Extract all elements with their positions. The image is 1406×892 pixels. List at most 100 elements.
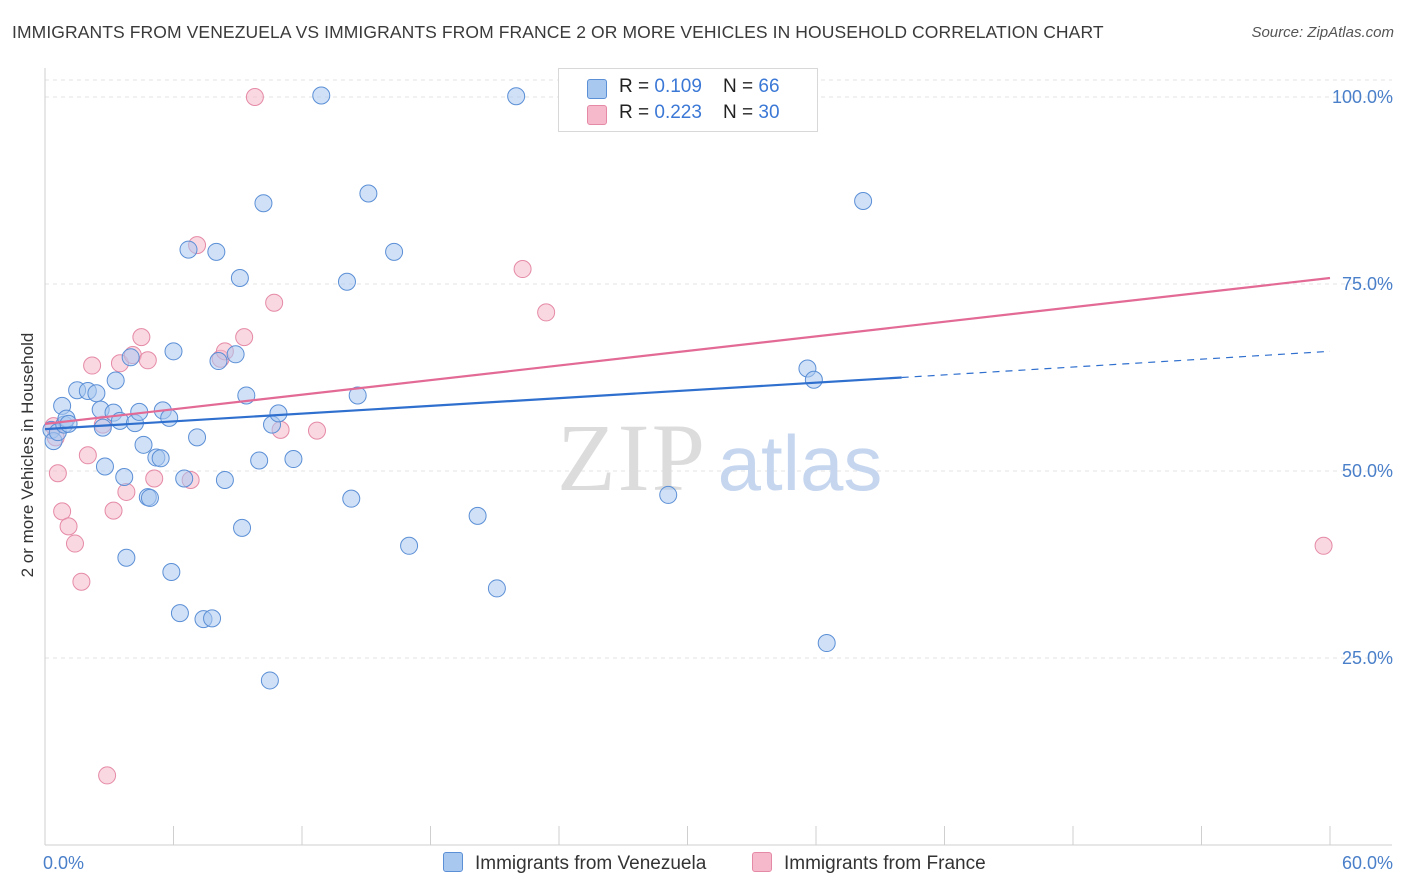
series-venezuela-points [42, 86, 873, 690]
france-point [83, 356, 102, 375]
venezuela-point [207, 242, 226, 261]
venezuela-point [162, 562, 181, 581]
france-point [72, 572, 91, 591]
venezuela-point [117, 548, 136, 567]
venezuela-point [175, 469, 194, 488]
y-tick-label: 25.0% [1342, 648, 1393, 668]
legend-n-value: 66 [758, 76, 780, 97]
france-point [65, 534, 84, 553]
france-point [138, 351, 157, 370]
france-point [537, 303, 556, 322]
france-point [513, 260, 532, 279]
france-point [104, 501, 123, 520]
venezuela-point [209, 352, 228, 371]
france-point [307, 421, 326, 440]
venezuela-trend-extension [901, 350, 1331, 379]
venezuela-point [260, 671, 279, 690]
x-tick-label: 0.0% [43, 853, 84, 873]
venezuela-point [348, 386, 367, 405]
bottom-legend-venezuela: Immigrants from Venezuela [443, 852, 706, 875]
y-tick-label: 50.0% [1342, 461, 1393, 481]
venezuela-point [507, 87, 526, 106]
france-point [117, 482, 136, 501]
venezuela-point [203, 609, 222, 628]
venezuela-point [140, 488, 159, 507]
venezuela-point [226, 345, 245, 364]
france-point [53, 502, 72, 521]
venezuela-point [151, 449, 170, 468]
venezuela-point [854, 191, 873, 210]
france-point [235, 328, 254, 347]
legend-n-label: N = [723, 102, 759, 123]
venezuela-point [487, 579, 506, 598]
venezuela-point [93, 418, 112, 437]
legend-swatch-venezuela [587, 79, 607, 99]
venezuela-point [164, 342, 183, 361]
venezuela-point [115, 467, 134, 486]
trend-lines [44, 276, 1331, 431]
grid-lines [45, 79, 1392, 659]
france-point [98, 766, 117, 785]
venezuela-point [817, 634, 836, 653]
venezuela-point [215, 470, 234, 489]
watermark: ZIP atlas [557, 404, 882, 511]
france-point [48, 464, 67, 483]
legend-r-value: 0.109 [654, 76, 702, 97]
france-point [59, 517, 78, 536]
legend-r-label: R = [619, 76, 655, 97]
y-tick-label: 100.0% [1332, 87, 1393, 107]
chart-title: IMMIGRANTS FROM VENEZUELA VS IMMIGRANTS … [12, 22, 1104, 42]
venezuela-point [359, 184, 378, 203]
venezuela-point [188, 428, 207, 447]
legend-r-label: R = [619, 102, 655, 123]
venezuela-point [284, 450, 303, 469]
y-tick-labels: 25.0% 50.0% 75.0% 100.0% [1332, 87, 1393, 668]
venezuela-point [160, 408, 179, 427]
legend-swatch-france [587, 105, 607, 125]
axes [44, 68, 1392, 846]
france-trend-line [44, 276, 1331, 425]
venezuela-point [95, 457, 114, 476]
bottom-legend-label: Immigrants from Venezuela [475, 853, 707, 874]
correlation-legend: R = 0.109 N = 66 R = 0.223 N = 30 [558, 68, 818, 132]
bottom-legend-swatch-venezuela [443, 852, 463, 872]
venezuela-point [59, 414, 78, 433]
venezuela-point [342, 489, 361, 508]
venezuela-point [87, 384, 106, 403]
venezuela-point [134, 435, 153, 454]
venezuela-point [312, 86, 331, 105]
y-tick-label: 75.0% [1342, 274, 1393, 294]
venezuela-point [468, 506, 487, 525]
france-point [245, 88, 264, 106]
venezuela-point [230, 269, 249, 288]
venezuela-point [337, 272, 356, 291]
watermark-zip: ZIP [557, 404, 707, 511]
venezuela-point [121, 348, 140, 367]
france-point [132, 328, 151, 347]
venezuela-trend-line [44, 376, 902, 431]
source-label: Source: ZipAtlas.com [1251, 24, 1394, 41]
france-point [265, 293, 284, 312]
venezuela-point [804, 370, 823, 389]
venezuela-point [250, 451, 269, 470]
watermark-atlas: atlas [718, 419, 883, 507]
legend-n-value: 30 [758, 102, 780, 123]
legend-n-label: N = [723, 76, 759, 97]
venezuela-point [106, 371, 125, 390]
france-point [145, 469, 164, 488]
bottom-legend-label: Immigrants from France [784, 853, 986, 874]
venezuela-point [254, 194, 273, 213]
venezuela-point [659, 485, 678, 504]
bottom-legend-swatch-france [752, 852, 772, 872]
venezuela-point [385, 242, 404, 261]
venezuela-point [170, 604, 189, 623]
venezuela-point [400, 536, 419, 555]
bottom-legend-france: Immigrants from France [752, 852, 986, 875]
venezuela-point [269, 404, 288, 423]
legend-r-value: 0.223 [654, 102, 702, 123]
france-point [1314, 536, 1333, 555]
x-tick-labels: 0.0% 60.0% [43, 853, 1393, 873]
x-tick-label: 60.0% [1342, 853, 1393, 873]
france-point [78, 446, 97, 465]
